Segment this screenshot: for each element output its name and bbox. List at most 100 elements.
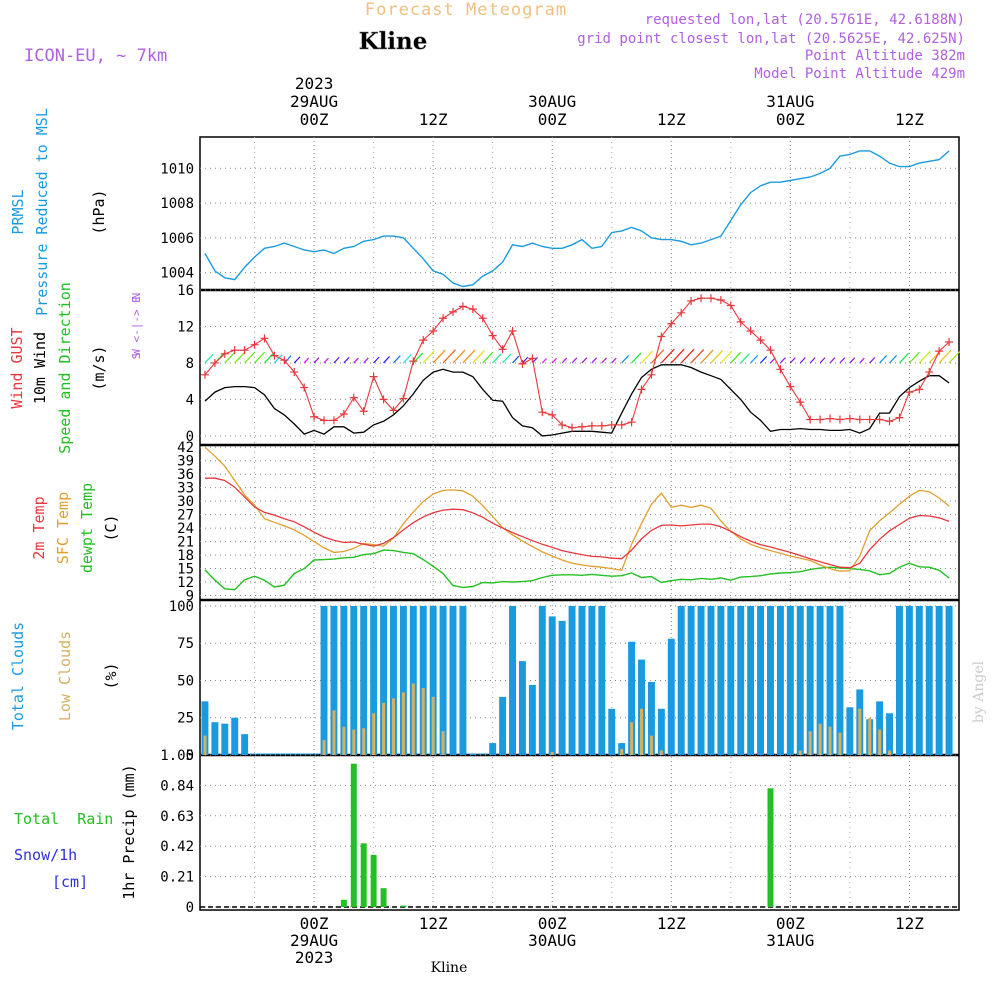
total-cloud-bar [538, 605, 546, 755]
wind-arrow [690, 349, 705, 364]
low-cloud-bar [649, 735, 653, 755]
temp-label-sfc: SFC Temp [54, 492, 72, 564]
wind-arrow [313, 357, 320, 364]
wind-gust-marker [250, 340, 259, 349]
total-cloud-bar [707, 605, 715, 755]
wind-arrow [621, 355, 630, 364]
wind-arrow [303, 357, 310, 364]
compass-south: S [130, 353, 143, 360]
total-cloud-bar [628, 641, 636, 755]
footer-location: Kline [431, 960, 468, 976]
wind-arrow [650, 349, 665, 364]
rain-bar [380, 888, 387, 907]
wind-arrow [393, 355, 401, 364]
wind-arrow [273, 354, 283, 364]
wind-arrow [373, 356, 380, 364]
wind-arrow [750, 354, 759, 364]
wind-tick-label: 8 [186, 356, 194, 372]
total-cloud-bar [647, 681, 655, 755]
low-cloud-bar [401, 692, 405, 755]
wind-gust-marker [379, 395, 388, 404]
wind-gust-marker [766, 346, 775, 355]
total-cloud-bar [915, 605, 923, 755]
wind-arrow [670, 348, 685, 364]
wind-gust-marker [845, 414, 854, 423]
low-cloud-bar [441, 731, 445, 755]
wind-gust-marker [885, 417, 894, 426]
wind-arrow [323, 357, 329, 364]
clouds-tick-label: 50 [177, 673, 194, 689]
cloud-unit: (%) [102, 662, 120, 689]
time-label-bottom: 29AUG [290, 931, 338, 950]
low-cloud-bar [362, 728, 366, 755]
temp-unit: (C) [102, 514, 120, 541]
total-cloud-bar [687, 605, 695, 755]
model-label: ICON-EU, ~ 7km [24, 46, 167, 66]
total-cloud-bar [419, 605, 427, 755]
wind-arrow [899, 352, 909, 364]
cloud-label-total: Total Clouds [9, 622, 27, 730]
compass-north: N [130, 293, 143, 300]
pressure-tick-label: 1010 [160, 161, 194, 177]
wind-gust-marker [577, 422, 586, 431]
wind-gust-marker [826, 414, 835, 423]
total-cloud-bar [499, 696, 507, 755]
pressure-labels: PRMSL Pressure Reduced to MSL (hPa) [9, 108, 108, 316]
wind-gust-marker [677, 308, 686, 317]
wind-gust-marker [697, 294, 706, 303]
wind-gust-marker [627, 418, 636, 427]
total-cloud-bar [340, 605, 348, 755]
wind-gust-marker [508, 327, 517, 336]
precip-labels: Total Rain Snow/1h [cm] 1hr Precip (mm) [14, 764, 138, 899]
wind-label-10m: 10m Wind [31, 332, 49, 404]
time-label-top: 00Z [538, 110, 567, 129]
wind-arrow [204, 353, 214, 364]
total-cloud-bar [876, 701, 884, 755]
total-cloud-bar [399, 605, 407, 755]
wind-gust-marker [240, 346, 249, 355]
time-label-bottom: 30AUG [528, 931, 576, 950]
wind-arrow [551, 357, 557, 364]
wind-gust-marker [786, 382, 795, 391]
wind-arrow [641, 350, 654, 364]
wind-gust-marker [597, 421, 606, 430]
low-cloud-bar [828, 726, 832, 755]
wind-tick-label: 0 [186, 429, 194, 445]
wind-arrow [432, 349, 446, 364]
total-cloud-bar [330, 605, 338, 755]
total-cloud-bar [389, 605, 397, 755]
total-cloud-bar [568, 605, 576, 755]
precip-tick-label: 0.42 [160, 839, 194, 855]
time-label-bottom: 12Z [657, 914, 686, 933]
rain-bar [360, 843, 367, 907]
wind-gust-marker [726, 301, 735, 310]
low-cloud-bar [550, 752, 554, 755]
wind-gust-marker [339, 410, 348, 418]
wind-gust-marker [895, 413, 904, 422]
precip-tick-label: 0.21 [160, 870, 194, 886]
wind-arrow [383, 356, 390, 364]
wind-arrow [948, 351, 961, 364]
wind-gust-marker [280, 356, 289, 365]
time-label-top: 00Z [300, 110, 329, 129]
total-cloud-bar [717, 605, 725, 755]
total-cloud-bar [846, 707, 854, 755]
low-cloud-bar [630, 722, 634, 755]
rain-bar [767, 788, 774, 907]
wind-arrow [740, 353, 750, 364]
temp-label-dew: dewpt Temp [78, 483, 96, 573]
total-cloud-bar [657, 708, 665, 755]
wind-arrow [492, 353, 502, 364]
wind-gust-marker [498, 345, 507, 354]
wind-gust-marker [816, 415, 825, 424]
cloud-label-low: Low Clouds [56, 631, 74, 721]
total-cloud-bar [935, 605, 943, 755]
temp-tick-label: 42 [177, 440, 194, 456]
wind-gust-marker [369, 372, 378, 381]
requested-coords: requested lon,lat (20.5761E, 42.6188N) [645, 12, 965, 28]
wind-arrow [482, 351, 494, 364]
total-cloud-bar [528, 684, 536, 755]
time-label-top: 12Z [895, 110, 924, 129]
wind-gust-marker [449, 307, 457, 316]
precip-label-rain: Total Rain [14, 810, 113, 828]
